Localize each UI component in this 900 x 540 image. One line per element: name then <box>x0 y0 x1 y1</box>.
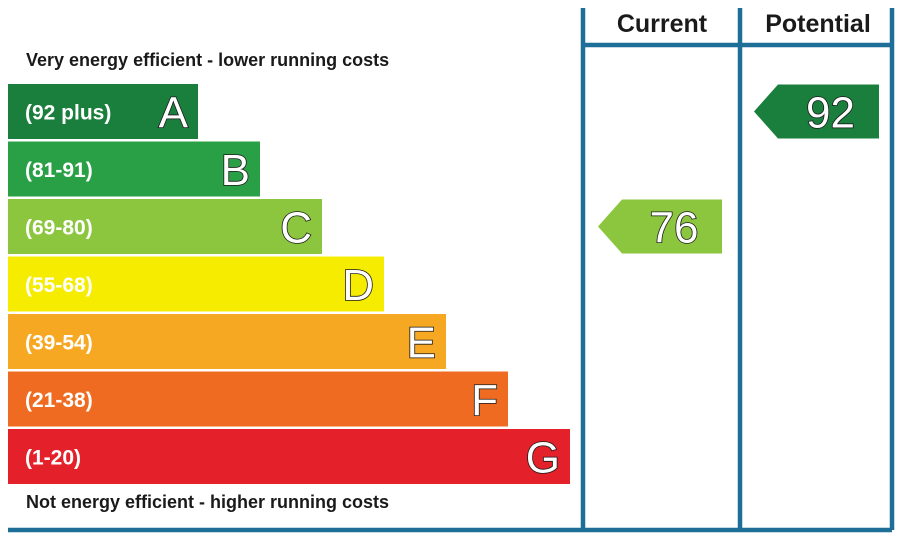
band-a-range: (92 plus) <box>25 102 111 125</box>
band-f-range: (21-38) <box>25 389 93 412</box>
band-g-letter: G <box>526 434 560 483</box>
band-c-range: (69-80) <box>25 217 93 240</box>
rating-bands: (92 plus) A (81-91) B (69-80) C (55-68) D (39-54… <box>8 84 570 484</box>
band-c-letter: C <box>280 204 312 253</box>
band-e-letter: E <box>407 319 436 368</box>
band-e-bar <box>8 314 446 369</box>
potential-column-header: Potential <box>765 10 871 38</box>
band-d-bar <box>8 256 384 312</box>
band-a-bar <box>8 84 198 139</box>
band-g-bar <box>8 429 570 484</box>
current-rating-value: 76 <box>650 204 699 253</box>
current-rating-arrow <box>598 199 722 254</box>
band-b-letter: B <box>221 146 250 195</box>
band-e-range: (39-54) <box>25 332 93 355</box>
bottom-caption: Not energy efficient - higher running co… <box>26 492 389 512</box>
potential-rating-value: 92 <box>806 89 855 138</box>
current-column-header: Current <box>617 10 708 38</box>
band-a-letter: A <box>159 89 189 138</box>
band-f-letter: F <box>471 376 498 425</box>
band-f-bar <box>8 371 508 427</box>
band-g-range: (1-20) <box>25 447 81 470</box>
band-b-bar <box>8 141 260 197</box>
potential-rating-arrow <box>754 84 879 139</box>
top-caption: Very energy efficient - lower running co… <box>26 50 389 70</box>
band-b-range: (81-91) <box>25 159 93 182</box>
rating-arrows: 76 92 <box>598 84 879 254</box>
band-d-range: (55-68) <box>25 274 93 297</box>
band-d-letter: D <box>342 261 374 310</box>
band-c-bar <box>8 199 322 254</box>
rating-columns-frame <box>8 8 895 533</box>
